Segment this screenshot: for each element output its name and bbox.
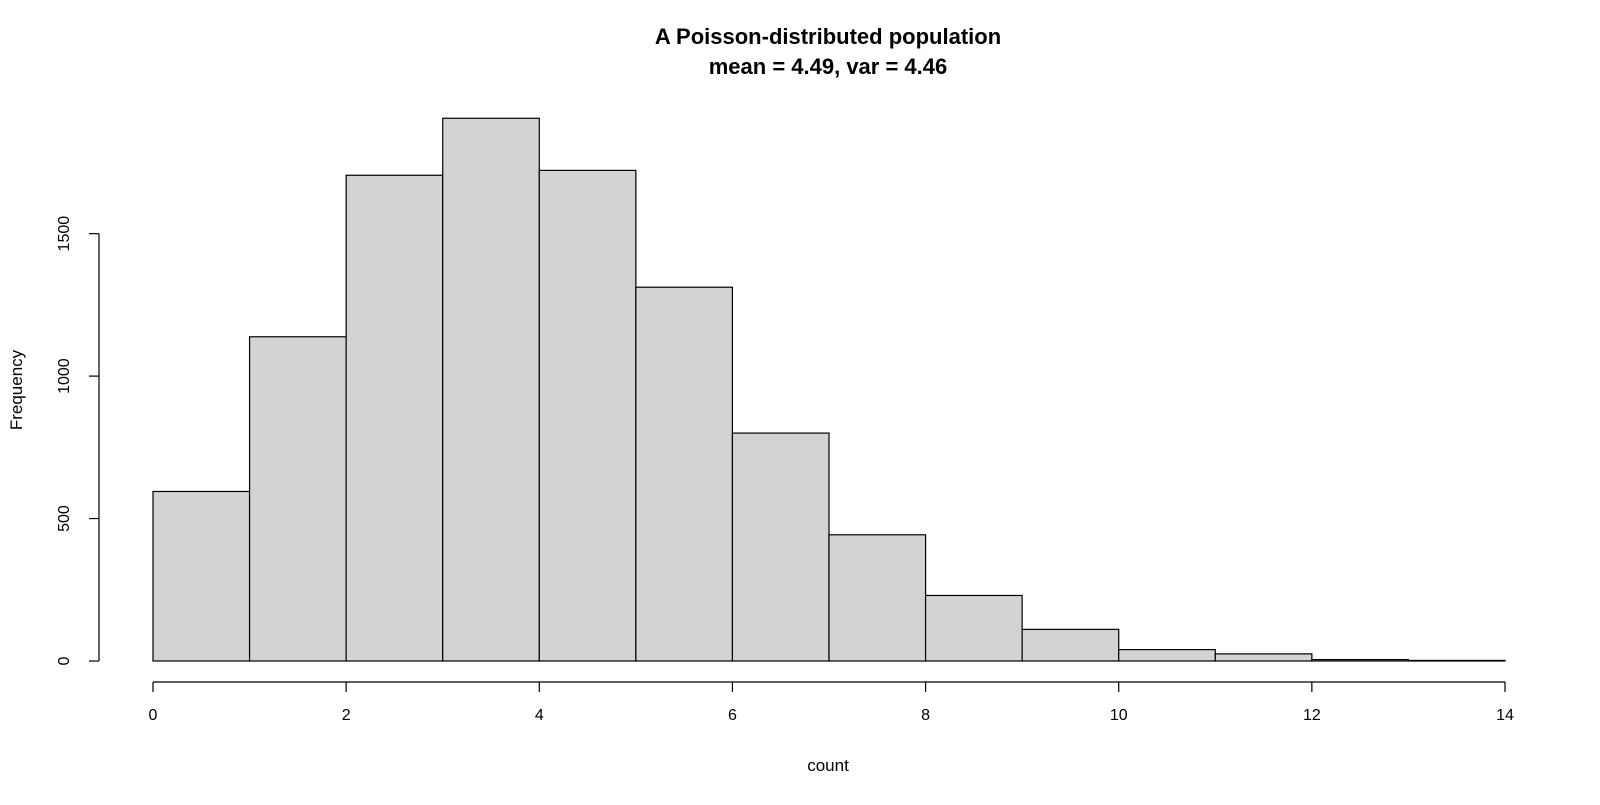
y-tick-label: 1500 xyxy=(56,216,73,252)
chart-subtitle: mean = 4.49, var = 4.46 xyxy=(709,54,948,79)
x-tick-label: 12 xyxy=(1303,707,1321,724)
y-tick-label: 500 xyxy=(56,505,73,532)
histogram-bar xyxy=(248,336,347,662)
histogram-bar xyxy=(442,117,540,662)
x-axis: 0 2 4 6 8 10 12 14 xyxy=(149,681,1514,724)
x-axis-label: count xyxy=(807,756,849,775)
x-tick-label: 4 xyxy=(535,707,544,724)
y-tick-label: 0 xyxy=(56,656,73,665)
x-tick-label: 2 xyxy=(342,707,351,724)
histogram-bar xyxy=(828,534,927,662)
histogram-bar xyxy=(635,286,734,662)
y-axis: 0 500 1000 1500 xyxy=(56,216,100,665)
histogram-bar xyxy=(538,169,637,662)
histogram-bar xyxy=(1214,653,1313,662)
x-tick-label: 6 xyxy=(728,707,737,724)
histogram-bar xyxy=(1118,649,1216,662)
x-tick-label: 8 xyxy=(921,707,930,724)
histogram-bar xyxy=(924,594,1023,662)
y-tick-label: 1000 xyxy=(56,358,73,394)
chart-title: A Poisson-distributed population xyxy=(655,24,1001,49)
histogram-bar xyxy=(1407,659,1506,662)
histogram-bar xyxy=(1021,628,1120,662)
histogram-bar xyxy=(1311,658,1410,662)
x-tick-label: 14 xyxy=(1496,707,1514,724)
bars-group xyxy=(152,117,1506,662)
x-tick-label: 10 xyxy=(1110,707,1128,724)
histogram-bar xyxy=(345,174,444,662)
y-axis-label: Frequency xyxy=(7,349,26,430)
histogram-bar xyxy=(731,432,830,662)
histogram-bar xyxy=(152,490,251,662)
x-tick-label: 0 xyxy=(149,707,158,724)
